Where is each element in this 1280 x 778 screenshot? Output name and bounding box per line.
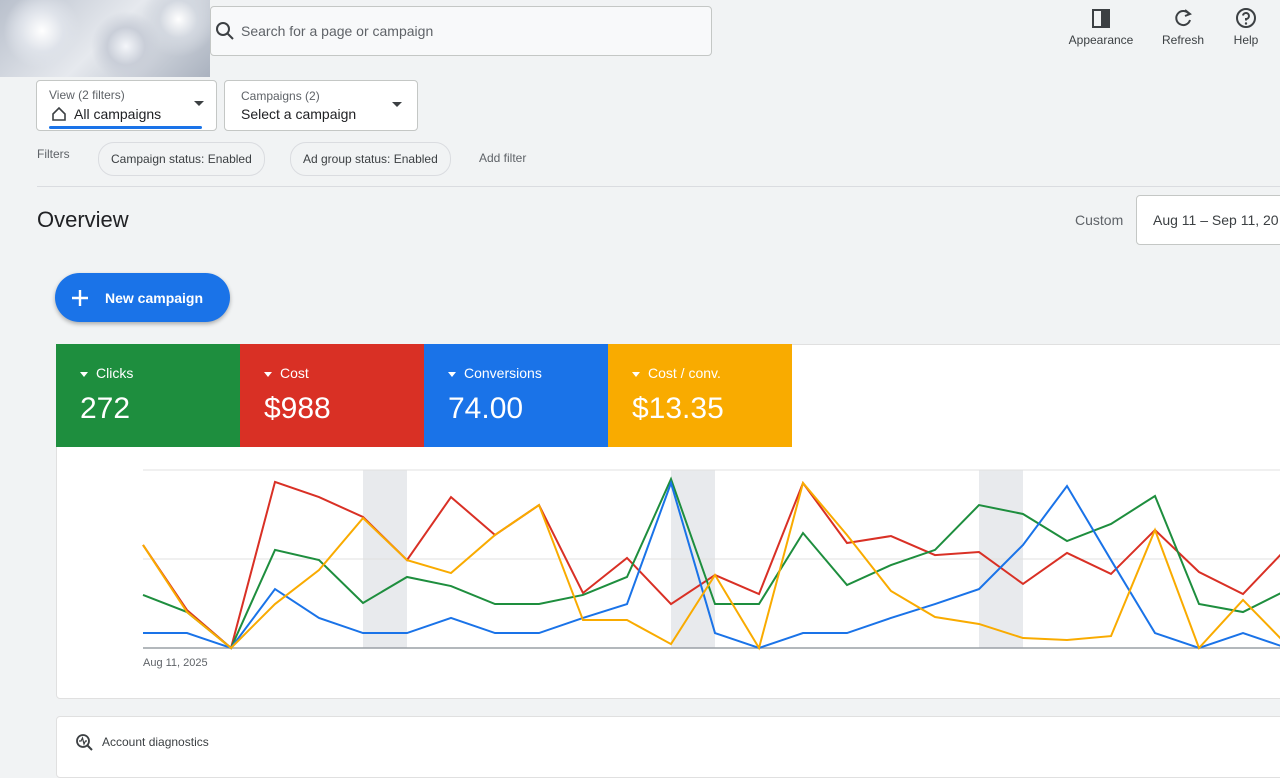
view-dropdown[interactable]: View (2 filters) All campaigns — [36, 80, 217, 131]
refresh-icon — [1175, 9, 1192, 27]
button-label: New campaign — [105, 290, 204, 306]
metric-card[interactable]: Conversions 74.00 — [424, 344, 608, 447]
metric-value: 272 — [80, 392, 131, 425]
dropdown-label: Campaigns (2) — [241, 89, 320, 103]
metric-label-text: Clicks — [96, 365, 134, 381]
dropdown-label: View (2 filters) — [49, 88, 125, 102]
date-range: Aug 11 – Sep 11, 20 — [1153, 212, 1279, 228]
metric-value: $13.35 — [632, 392, 724, 425]
home-icon — [52, 106, 66, 121]
dropdown-value: Select a campaign — [241, 106, 357, 122]
metric-card[interactable]: Cost $988 — [240, 344, 424, 447]
dropdown-value: All campaigns — [74, 106, 162, 122]
dropdown-arrow — [194, 101, 204, 106]
plus-icon — [72, 290, 88, 306]
profile-image — [0, 0, 210, 77]
search-box[interactable]: Search for a page or campaign — [210, 6, 712, 56]
active-underline — [49, 126, 202, 129]
dropdown-arrow — [392, 102, 402, 107]
trend-line — [142, 480, 1280, 651]
filters-label: Filters — [37, 147, 70, 161]
help-icon — [1236, 8, 1256, 28]
diagnostics-label: Account diagnostics — [102, 735, 209, 749]
metric-caret — [80, 371, 88, 377]
metric-card[interactable]: Clicks 272 — [56, 344, 240, 447]
trend-line — [143, 479, 1280, 650]
metric-label-text: Cost / conv. — [648, 365, 721, 381]
trend-line — [142, 476, 1280, 650]
appearance-icon — [1092, 9, 1110, 28]
metric-label: Conversions — [448, 365, 542, 381]
metric-caret — [632, 371, 640, 377]
toolbar-label: Refresh — [1161, 33, 1205, 47]
help-button[interactable]: Help — [1226, 6, 1266, 47]
metric-label-text: Cost — [280, 365, 309, 381]
toolbar-label: Help — [1233, 33, 1259, 47]
search-icon — [216, 22, 234, 40]
line-chart: Aug 11, 2025 — [142, 469, 1280, 669]
toolbar-label: Appearance — [1068, 33, 1134, 47]
metric-caret — [448, 371, 456, 377]
date-range-picker[interactable]: Aug 11 – Sep 11, 20 — [1136, 195, 1280, 245]
metric-card[interactable]: Cost / conv. $13.35 — [608, 344, 792, 447]
metric-label-text: Conversions — [464, 365, 542, 381]
diagnostics-icon — [76, 734, 93, 751]
appearance-button[interactable]: Appearance — [1062, 6, 1140, 47]
metric-label: Cost / conv. — [632, 365, 721, 381]
filter-chip[interactable]: Campaign status: Enabled — [98, 142, 265, 176]
refresh-button[interactable]: Refresh — [1152, 6, 1214, 47]
campaign-dropdown[interactable]: Campaigns (2) Select a campaign — [224, 80, 418, 131]
new-campaign-button[interactable]: New campaign — [55, 273, 230, 322]
metric-label: Cost — [264, 365, 309, 381]
search-placeholder: Search for a page or campaign — [241, 23, 434, 39]
metric-caret — [264, 371, 272, 377]
range-label: Custom — [1075, 212, 1124, 228]
metric-value: $988 — [264, 392, 331, 425]
metric-label: Clicks — [80, 365, 133, 381]
add-filter[interactable]: Add filter — [479, 151, 527, 165]
divider — [37, 186, 1280, 187]
metric-value: 74.00 — [448, 392, 524, 425]
x-start-label: Aug 11, 2025 — [143, 657, 208, 669]
overview-title: Overview — [37, 207, 129, 232]
filter-chip[interactable]: Ad group status: Enabled — [290, 142, 451, 176]
